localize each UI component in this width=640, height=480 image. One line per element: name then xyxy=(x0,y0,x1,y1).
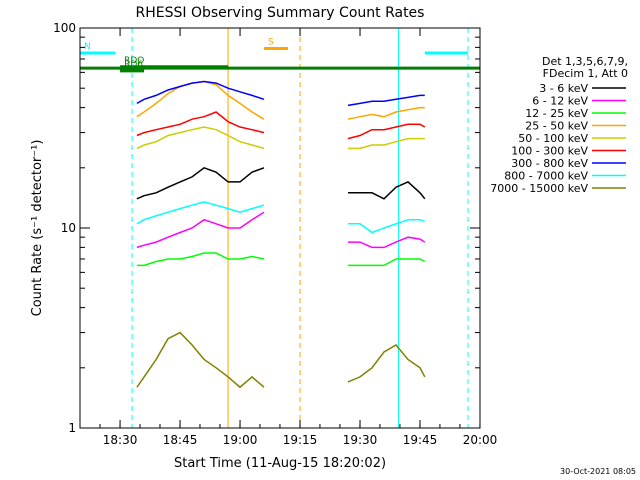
series-line-7-segment-0 xyxy=(136,201,265,225)
legend-label-8: 7000 - 15000 keV xyxy=(490,182,588,195)
legend-header-0: Det 1,3,5,6,7,9, xyxy=(542,55,628,68)
legend-label-4: 50 - 100 keV xyxy=(518,132,588,145)
legend: Det 1,3,5,6,7,9,FDecim 1, Att 0 3 - 6 keV… xyxy=(490,55,628,195)
x-tick-label-6: 20:00 xyxy=(463,433,498,447)
series-line-0-segment-1 xyxy=(348,181,426,200)
series-line-0-segment-0 xyxy=(136,166,265,200)
chart-title: RHESSI Observing Summary Count Rates xyxy=(136,5,425,21)
series-line-1-segment-1 xyxy=(348,236,426,249)
series-line-4-segment-0 xyxy=(136,126,265,150)
legend-label-1: 6 - 12 keV xyxy=(532,95,588,108)
legend-label-3: 25 - 50 keV xyxy=(525,120,588,133)
y-axis-label: Count Rate (s⁻¹ detector⁻¹) xyxy=(30,140,45,317)
legend-label-6: 300 - 800 keV xyxy=(511,157,588,170)
x-tick-label-3: 19:15 xyxy=(283,433,318,447)
y-tick-label-1: 10 xyxy=(61,221,76,235)
annotation-label-3: RDO xyxy=(124,56,144,66)
legend-label-0: 3 - 6 keV xyxy=(539,82,588,95)
legend-label-5: 100 - 300 keV xyxy=(511,145,588,158)
series-line-2-segment-1 xyxy=(348,258,426,267)
series-line-7-segment-1 xyxy=(348,218,426,234)
footer-timestamp: 30-Oct-2021 08:05 xyxy=(560,467,636,476)
series-line-5-segment-0 xyxy=(136,111,265,137)
series-line-6-segment-0 xyxy=(136,80,265,105)
x-tick-label-0: 18:30 xyxy=(103,433,138,447)
series-line-8-segment-1 xyxy=(347,344,426,383)
x-tick-label-2: 19:00 xyxy=(223,433,258,447)
series-lines xyxy=(136,80,426,389)
legend-header-1: FDecim 1, Att 0 xyxy=(543,67,628,80)
series-line-3-segment-1 xyxy=(347,106,425,120)
series-line-1-segment-0 xyxy=(136,211,265,249)
x-axis-label: Start Time (11-Aug-15 18:20:02) xyxy=(174,456,386,471)
axes: 18:30 18:45 19:00 19:15 19:30 19:45 20:00 1 10 10… xyxy=(53,21,497,447)
y-tick-label-2: 100 xyxy=(53,21,76,35)
annotation-label-2: S xyxy=(268,37,274,47)
annotation-label-0: N xyxy=(84,42,91,52)
x-tick-label-5: 19:45 xyxy=(403,433,438,447)
legend-label-7: 800 - 7000 keV xyxy=(504,170,588,183)
x-tick-label-1: 18:45 xyxy=(163,433,198,447)
series-line-2-segment-0 xyxy=(136,252,265,267)
annotation-label-4: RD6 xyxy=(124,60,143,70)
y-tick-label-0: 1 xyxy=(68,421,76,435)
legend-label-2: 12 - 25 keV xyxy=(525,107,588,120)
series-line-6-segment-1 xyxy=(347,94,425,107)
x-tick-label-4: 19:30 xyxy=(343,433,378,447)
series-line-8-segment-0 xyxy=(136,331,265,389)
series-line-5-segment-1 xyxy=(347,123,426,140)
series-line-4-segment-1 xyxy=(348,137,425,150)
